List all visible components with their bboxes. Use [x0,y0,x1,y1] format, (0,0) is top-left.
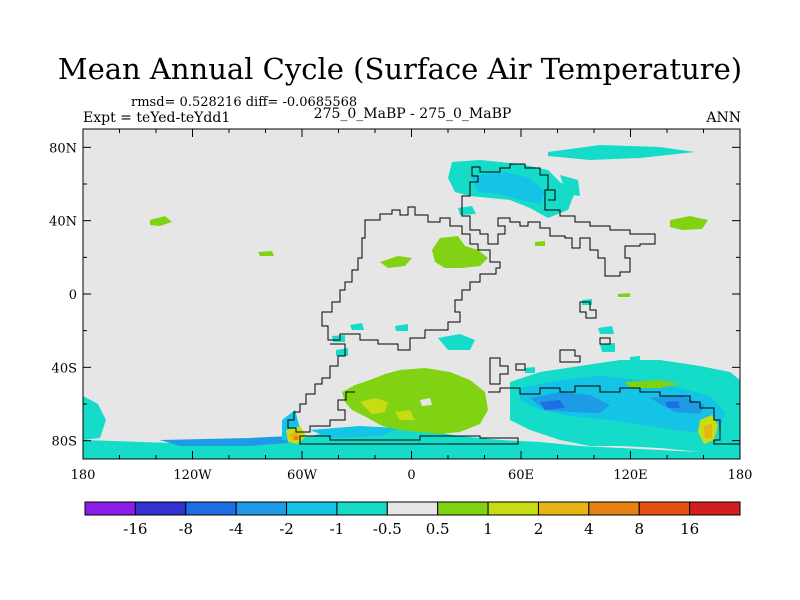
colorbar-swatch [588,501,640,516]
anomaly-southern-ocean-dark2 [665,401,680,408]
colorbar-label: 2 [534,520,544,538]
anomaly-shading [83,145,740,459]
coastline-north-continent-inner [548,189,556,201]
anomaly-green-ne [670,216,708,230]
anomaly-green-mid2 [380,256,412,268]
y-tick-label: 40N [49,215,77,230]
x-tick-label: 0 [407,468,415,483]
colorbar-swatch [437,501,489,516]
coastline-east-arc-2 [599,337,611,345]
colorbar-swatch [537,501,590,516]
colorbar-swatch [689,501,741,516]
anomaly-cool-speck-9 [525,367,535,373]
anomaly-green-small2 [535,241,545,246]
anomaly-southern-ocean-core [520,376,725,432]
anomaly-east-hotspot-core [704,424,712,438]
colorbar-label: 4 [584,520,594,538]
x-axis: 180 120W 60W 0 60E 120E 180 [71,129,753,483]
colorbar-label: -8 [178,520,193,538]
coastline-small-island [489,357,509,385]
coastline-outlines [287,163,740,445]
colorbar-swatch [235,501,288,516]
stats-text: rmsd= 0.528216 diff= -0.0685568 [131,95,358,110]
coastline-north-continent [461,163,656,277]
y-tick-label: 0 [69,288,77,303]
y-tick-label: 80N [49,141,77,156]
coastline-mid-continent [321,206,501,351]
anomaly-greenland-right [560,175,580,196]
anomaly-north-small-2 [540,207,548,214]
colorbar-label: -4 [229,520,244,538]
coastline-south-peninsula [488,385,740,445]
chart-title: Mean Annual Cycle (Surface Air Temperatu… [57,52,743,86]
colorbar-swatch [336,501,388,516]
y-tick-label: 40S [52,361,77,376]
anomaly-south-band-blue [160,436,300,446]
anomaly-green-nw [150,216,172,226]
colorbar-swatch [185,501,237,516]
coastline-south-strip [299,435,519,445]
anomaly-south-band-blue2 [310,426,400,438]
colorbar-swatch [386,501,439,516]
anomaly-warm-band-south [625,380,680,388]
anomaly-cool-speck-3 [438,334,475,350]
y-tick-label: 80S [52,435,77,450]
y-axis: 80N 40N 0 40S 80S [49,141,740,450]
anomaly-cool-speck-5 [395,324,408,331]
season-label: ANN [706,110,741,126]
colorbar: -16 -8 -4 -2 -1 -0.5 0.5 1 2 4 8 16 [84,501,741,538]
colorbar-label: 0.5 [426,520,450,538]
colorbar-swatch [487,501,539,516]
anomaly-green-small3 [618,293,630,297]
anomaly-southern-ocean-darkest [540,400,565,410]
anomaly-west-hotspot-red [294,436,298,440]
anomaly-greenland-core [472,172,545,204]
anomaly-green-mid [432,236,488,268]
anomaly-arctic-north [548,145,695,160]
colorbar-label: -16 [123,520,147,538]
anomaly-green-small [258,251,274,256]
colorbar-label: -0.5 [373,520,402,538]
colorbar-label: 16 [680,520,699,538]
anomaly-cool-speck-4 [350,323,364,330]
coastline-east-islands [579,301,597,319]
x-tick-label: 180 [71,468,96,483]
anomaly-cool-speck-6 [332,335,345,342]
colorbar-label: 8 [634,520,644,538]
colorbar-label: -2 [279,520,294,538]
coastline-southern-continent [287,343,355,433]
anomaly-south-band-west [83,396,106,440]
anomaly-cool-speck-1 [598,326,614,334]
x-tick-label: 180 [728,468,753,483]
colorbar-label: -1 [330,520,345,538]
anomaly-south-continent-gap [420,398,432,406]
anomaly-south-continent-core2 [395,410,415,420]
x-tick-label: 120W [173,468,212,483]
coastline-east-arc [559,349,581,363]
experiment-label: Expt = teYed-teYdd1 [83,110,231,126]
coastline-small-island-2 [515,363,526,371]
x-tick-label: 120E [613,468,647,483]
anomaly-south-continent [342,368,488,434]
colorbar-swatch [638,501,691,516]
anomaly-cool-speck-2 [600,343,615,352]
comparison-label: 275_0_MaBP - 275_0_MaBP [313,106,512,122]
colorbar-label: 1 [483,520,493,538]
anomaly-south-continent-core [360,398,388,414]
colorbar-swatch [286,501,338,516]
colorbar-swatch [134,501,187,516]
x-tick-label: 60W [287,468,318,483]
x-tick-label: 60E [508,468,534,483]
colorbar-swatch [84,501,136,516]
